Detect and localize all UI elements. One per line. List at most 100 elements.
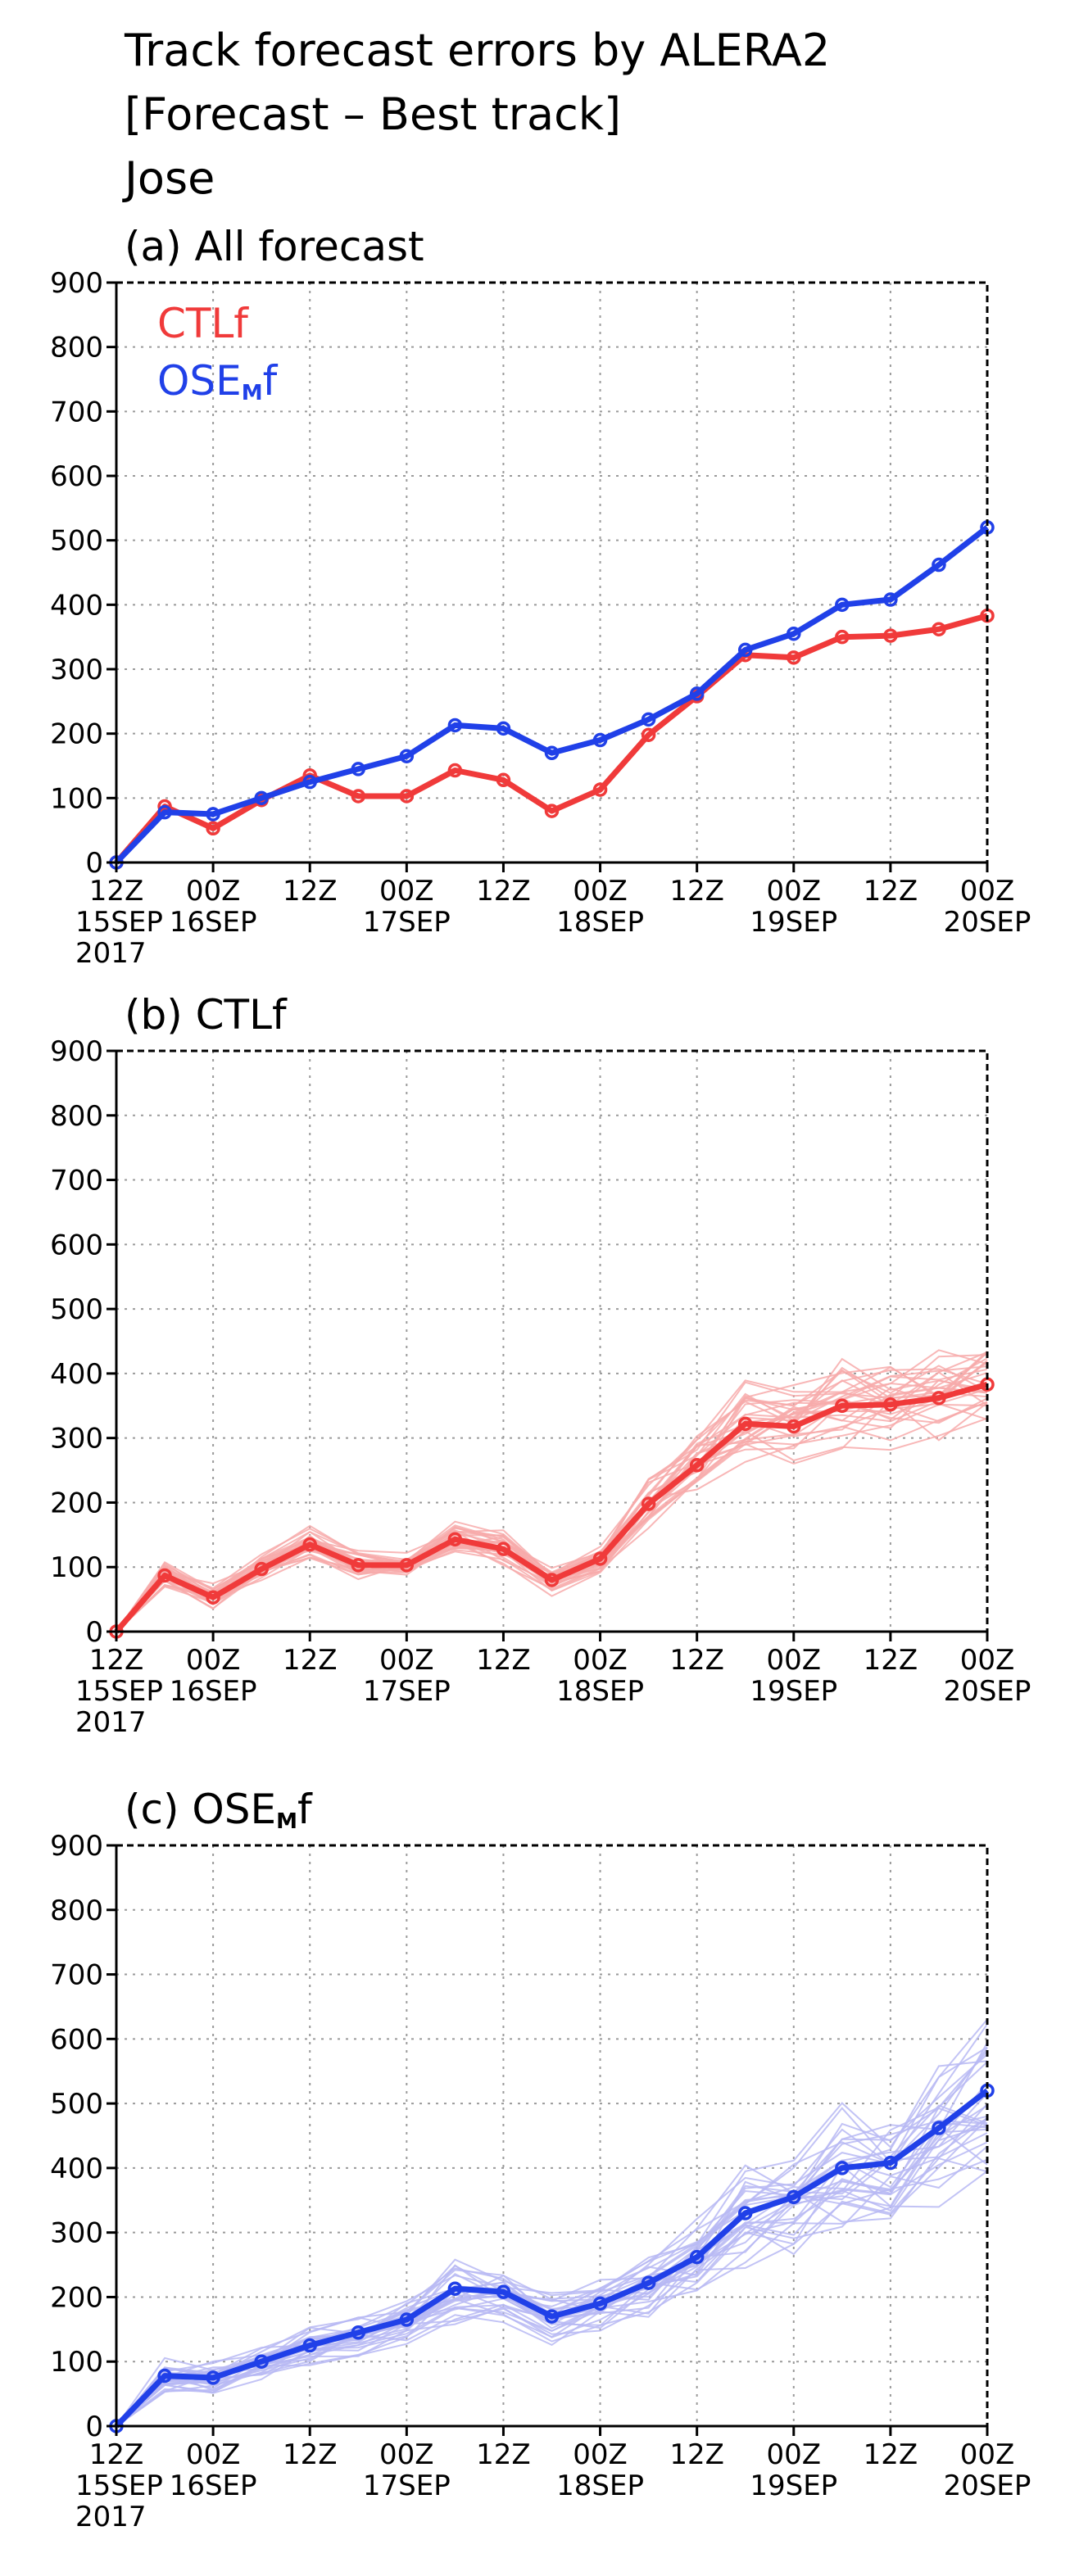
series-point xyxy=(447,2281,463,2296)
y-tick-label: 400 xyxy=(50,1358,103,1391)
series-point xyxy=(157,804,172,820)
x-hour-label: 12Z xyxy=(283,875,338,908)
series-point xyxy=(254,790,269,806)
series-point xyxy=(787,626,801,641)
y-tick-label: 400 xyxy=(50,589,103,622)
y-tick-label: 0 xyxy=(85,1616,103,1649)
x-hour-label: 00Z xyxy=(379,1644,434,1677)
panel-label: (b) CTLf xyxy=(125,991,288,1039)
x-hour-label: 00Z xyxy=(186,875,241,908)
series-point xyxy=(737,2206,753,2221)
series-point xyxy=(787,650,801,665)
y-tick-label: 500 xyxy=(50,2088,103,2121)
series-point xyxy=(544,745,560,761)
x-date-label: 18SEP xyxy=(556,906,644,939)
panel-label-subscript: M xyxy=(276,1809,297,1834)
x-date-label: 16SEP xyxy=(170,1675,257,1708)
y-tick-label: 800 xyxy=(50,1100,103,1133)
panel-c: (c) OSEMf 0 100 200 300 400 500 600 700 800 900 12Z… xyxy=(50,1786,1031,2533)
ensemble-member-line xyxy=(116,2124,988,2427)
x-hour-label: 12Z xyxy=(669,2438,724,2471)
x-hour-label: 12Z xyxy=(476,1644,531,1677)
series-point xyxy=(206,821,220,836)
x-hour-label: 00Z xyxy=(960,875,1015,908)
x-date-label: 19SEP xyxy=(750,2470,837,2502)
y-tick-label: 800 xyxy=(50,332,103,364)
series-point xyxy=(399,1558,415,1573)
series-point xyxy=(641,2275,656,2290)
ensemble-member-line xyxy=(116,2115,988,2427)
x-date-label: 17SEP xyxy=(363,906,451,939)
x-date-label: 18SEP xyxy=(556,2470,644,2502)
series-point xyxy=(351,789,366,804)
y-tick-label: 100 xyxy=(50,2346,103,2379)
series-line-osemf xyxy=(114,525,990,865)
x-hour-label: 12Z xyxy=(864,875,918,908)
series-point xyxy=(592,2296,608,2311)
series-point xyxy=(592,1551,608,1566)
series-point xyxy=(496,721,511,736)
series-point xyxy=(737,642,753,658)
ensemble-member-line xyxy=(116,2157,988,2427)
x-hour-label: 00Z xyxy=(766,2438,821,2471)
ensemble-member-line xyxy=(116,1368,988,1632)
x-date-label: 20SEP xyxy=(944,1675,1031,1708)
series-point xyxy=(351,1558,366,1573)
y-tick-label: 400 xyxy=(50,2153,103,2185)
legend-subscript: M xyxy=(242,381,263,405)
series-point xyxy=(592,782,608,797)
ensemble-member-line xyxy=(116,1401,988,1632)
x-year-label: 2017 xyxy=(75,937,147,970)
y-tick-label: 600 xyxy=(50,1229,103,1261)
series-point xyxy=(835,2161,850,2175)
x-date-label: 17SEP xyxy=(363,1675,451,1708)
series-point xyxy=(157,1568,172,1583)
y-tick-label: 300 xyxy=(50,2217,103,2250)
series-point xyxy=(544,1573,560,1587)
x-date-label: 15SEP xyxy=(75,1675,163,1708)
x-hour-label: 12Z xyxy=(283,2438,338,2471)
y-tick-label: 0 xyxy=(85,2411,103,2443)
x-hour-label: 12Z xyxy=(476,875,531,908)
series-point xyxy=(932,1391,946,1406)
series-line-osemf xyxy=(114,2088,990,2429)
series-point xyxy=(883,2155,898,2171)
series-point xyxy=(496,772,511,788)
panel-a: (a) All forecast 0 100 200 300 400 500 600 700 80… xyxy=(50,223,1031,970)
series-point xyxy=(447,763,463,778)
ensemble-member-line xyxy=(116,2104,988,2427)
y-tick-label: 600 xyxy=(50,2023,103,2056)
series-point xyxy=(399,789,415,804)
series-point xyxy=(399,749,415,763)
series-point xyxy=(399,2312,415,2327)
series-point xyxy=(787,1419,801,1434)
x-hour-label: 12Z xyxy=(669,875,724,908)
legend-suffix: f xyxy=(263,357,279,405)
series-point xyxy=(883,1397,898,1412)
x-hour-label: 00Z xyxy=(766,1644,821,1677)
y-tick-label: 700 xyxy=(50,1165,103,1197)
series-point xyxy=(932,622,946,636)
series-point xyxy=(932,2121,946,2135)
x-date-label: 16SEP xyxy=(170,2470,257,2502)
ensemble-member-line xyxy=(116,1379,988,1632)
x-hour-label: 12Z xyxy=(283,1644,338,1677)
y-tick-label: 200 xyxy=(50,2281,103,2314)
series-point xyxy=(206,807,220,822)
plot-frame xyxy=(115,281,989,864)
series-line-ctlf xyxy=(114,613,988,865)
series-point xyxy=(835,1398,850,1414)
ensemble-member-line xyxy=(116,2060,988,2427)
x-hour-label: 12Z xyxy=(864,2438,918,2471)
y-tick-label: 0 xyxy=(85,847,103,880)
series-point xyxy=(206,1590,220,1605)
y-tick-label: 900 xyxy=(50,1035,103,1068)
ensemble-member-line xyxy=(116,2103,988,2427)
series-point xyxy=(496,2284,511,2299)
ensemble-member-line xyxy=(116,1387,988,1632)
y-tick-label: 200 xyxy=(50,1487,103,1519)
x-date-label: 18SEP xyxy=(556,1675,644,1708)
y-tick-label: 500 xyxy=(50,1293,103,1326)
series-point xyxy=(302,774,317,790)
series-point xyxy=(254,2354,269,2369)
